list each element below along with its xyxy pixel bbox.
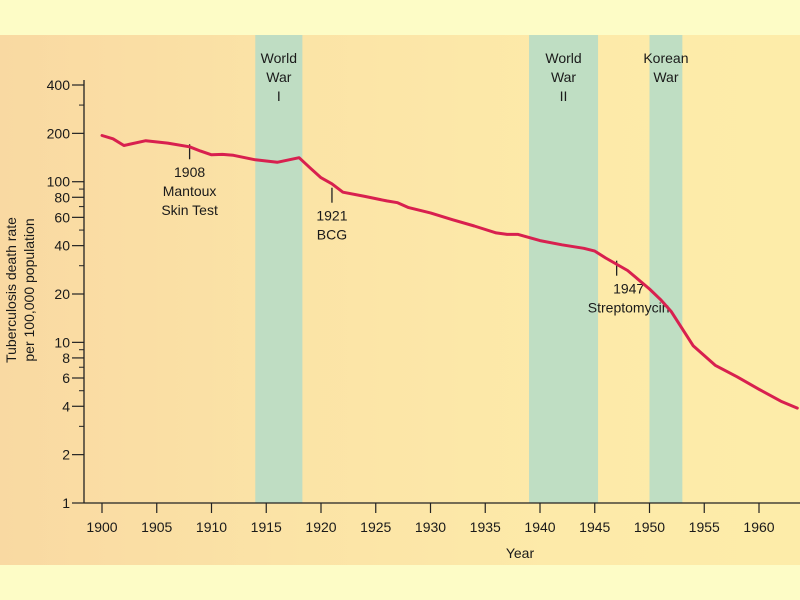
y-axis-label-line-2: per 100,000 population <box>21 218 37 361</box>
y-tick-label-1: 1 <box>62 495 70 511</box>
annotation-1-line-3: Skin Test <box>161 202 218 218</box>
annotation-3-line-2: Streptomycin <box>588 300 670 316</box>
y-tick-label-80: 80 <box>54 189 70 205</box>
war-label-2-line-2: War <box>551 69 576 85</box>
annotation-2-line-1: 1921 <box>316 208 347 224</box>
x-tick-label-1930: 1930 <box>415 519 446 535</box>
war-band-1 <box>255 35 303 503</box>
annotation-1-line-2: Mantoux <box>163 183 217 199</box>
x-tick-label-1910: 1910 <box>196 519 227 535</box>
chart-area: World War I World War II Korean War 1 2 4 6 8 10 20 40 6… <box>0 35 800 565</box>
tb-death-rate-chart: World War I World War II Korean War 1 2 4 6 810 20 40 6… <box>3 35 800 561</box>
x-tick-label-1935: 1935 <box>470 519 501 535</box>
series-line-1 <box>100 134 799 410</box>
x-tick-label-1945: 1945 <box>579 519 610 535</box>
x-axis-label: Year <box>506 545 535 561</box>
x-tick-label-1940: 1940 <box>524 519 555 535</box>
war-band-2 <box>529 35 599 503</box>
war-label-3-line-2: War <box>653 69 678 85</box>
y-tick-label-60: 60 <box>54 209 70 225</box>
y-tick-label-20: 20 <box>54 286 70 302</box>
war-label-2-line-3: II <box>560 88 568 104</box>
y-tick-label-2: 2 <box>62 447 70 463</box>
x-tick-label-1900: 1900 <box>86 519 117 535</box>
war-label-1-line-3: I <box>277 88 281 104</box>
x-tick-label-1925: 1925 <box>360 519 391 535</box>
y-tick-label-10: 10 <box>54 334 70 350</box>
war-label-1-line-2: War <box>266 69 291 85</box>
annotation-3-line-1: 1947 <box>613 281 644 297</box>
y-tick-label-100: 100 <box>47 174 71 190</box>
x-tick-label-1915: 1915 <box>251 519 282 535</box>
annotation-2-line-2: BCG <box>317 227 347 243</box>
y-tick-label-400: 400 <box>47 77 71 93</box>
x-tick-label-1960: 1960 <box>743 519 774 535</box>
y-tick-label-8: 8 <box>62 350 70 366</box>
y-tick-label-6: 6 <box>62 370 70 386</box>
y-tick-label-40: 40 <box>54 238 70 254</box>
y-tick-label-4: 4 <box>62 398 70 414</box>
x-tick-label-1920: 1920 <box>305 519 336 535</box>
y-tick-label-200: 200 <box>47 125 71 141</box>
x-tick-label-1905: 1905 <box>141 519 172 535</box>
war-band-3 <box>649 35 683 503</box>
y-axis-label-line-1: Tuberculosis death rate <box>3 217 19 363</box>
x-tick-label-1955: 1955 <box>689 519 720 535</box>
x-tick-label-1950: 1950 <box>634 519 665 535</box>
war-label-1-line-1: World <box>261 50 297 66</box>
war-label-3-line-1: Korean <box>643 50 688 66</box>
annotation-1-line-1: 1908 <box>174 164 205 180</box>
war-label-2-line-1: World <box>545 50 581 66</box>
